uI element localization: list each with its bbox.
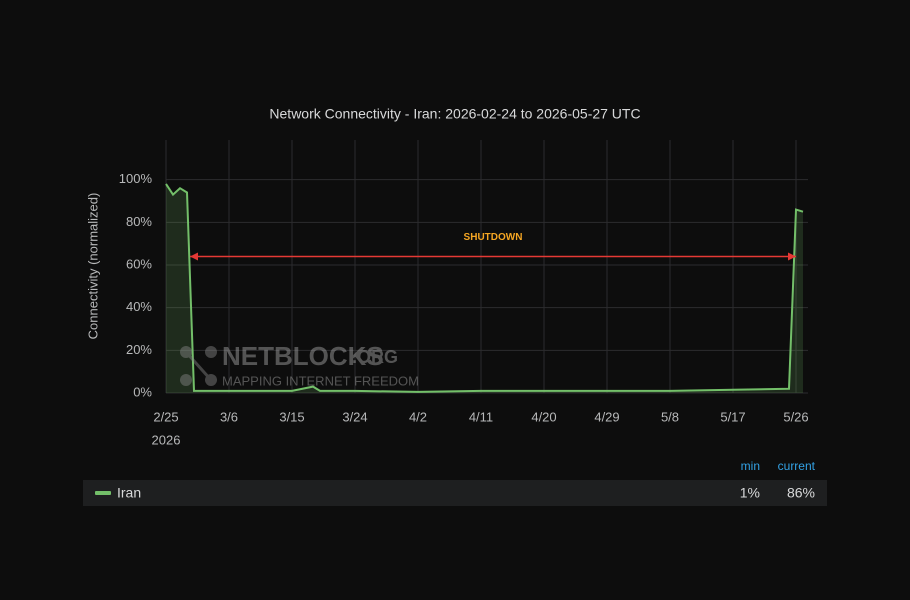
x-tick-label: 4/11 [469,409,493,424]
y-tick-label: 40% [126,299,152,314]
watermark: NETBLOCKS .ORG MAPPING INTERNET FREEDOM [180,341,419,388]
chart-title: Network Connectivity - Iran: 2026-02-24 … [269,106,640,122]
x-tick-label: 4/29 [594,409,619,424]
arrow-head [190,252,198,261]
watermark-icon [180,346,192,358]
legend-row [83,480,827,506]
x-tick-label: 3/6 [220,409,238,424]
legend-swatch [95,491,111,495]
x-tick-label: 5/26 [783,409,808,424]
watermark-icon [205,346,217,358]
y-tick-label: 20% [126,342,152,357]
x-tick-label: 3/15 [279,409,304,424]
x-tick-label: 3/24 [342,409,367,424]
x-tick-label: 4/2 [409,409,427,424]
legend-stat-value: 86% [787,485,815,501]
x-tick-label: 2/25 [153,409,178,424]
watermark-name: NETBLOCKS [222,341,384,371]
watermark-icon [184,351,213,381]
arrow-head [788,252,796,261]
watermark-suffix: .ORG [352,347,398,367]
watermark-icon [205,374,217,386]
y-tick-label: 0% [133,384,152,399]
series-line [165,183,804,393]
y-tick-label: 100% [119,171,153,186]
watermark-icon [180,374,192,386]
legend-stat-header: min [741,459,760,473]
legend-stat-header: current [778,459,816,473]
x-year-label: 2026 [152,432,181,447]
y-axis-label: Connectivity (normalized) [85,193,100,340]
x-tick-label: 5/8 [661,409,679,424]
legend-stat-value: 1% [740,485,760,501]
annotation-text: SHUTDOWN [464,232,523,243]
x-tick-label: 5/17 [720,409,745,424]
x-tick-label: 4/20 [531,409,556,424]
y-tick-label: 60% [126,256,152,271]
legend-label: Iran [117,485,141,501]
y-tick-label: 80% [126,214,152,229]
watermark-tagline: MAPPING INTERNET FREEDOM [222,373,419,388]
